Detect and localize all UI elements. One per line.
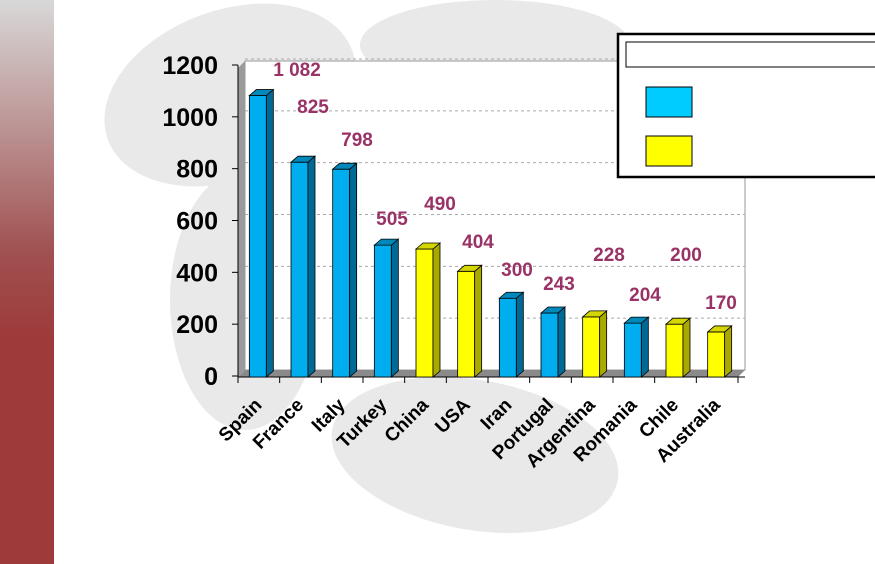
x-category-label: China xyxy=(381,394,433,446)
data-label: 300 xyxy=(501,260,533,281)
data-label: 204 xyxy=(629,285,661,306)
data-label: 798 xyxy=(341,130,373,151)
y-tick-label: 1000 xyxy=(162,104,218,132)
bar-side xyxy=(515,291,524,378)
bar-top xyxy=(248,89,275,96)
data-label: 825 xyxy=(297,97,329,118)
bar-side xyxy=(724,325,733,378)
sidebar-decoration xyxy=(0,0,54,564)
data-label: 1 082 xyxy=(273,60,321,81)
bar-side xyxy=(557,306,566,378)
bar xyxy=(707,331,726,378)
bar-top xyxy=(414,242,442,250)
bar-side xyxy=(474,264,483,378)
y-tick-label: 800 xyxy=(176,156,218,184)
bar-side xyxy=(599,310,608,378)
bar-top xyxy=(664,317,692,325)
data-label: 170 xyxy=(705,293,737,314)
plot-floor xyxy=(238,370,745,377)
legend xyxy=(616,32,875,179)
bar-top xyxy=(539,306,567,314)
legend-swatch xyxy=(645,135,693,167)
bar-side xyxy=(307,155,316,378)
plot-side-wall xyxy=(238,61,245,377)
bar-side xyxy=(349,162,358,378)
data-label: 490 xyxy=(424,194,456,215)
bar-top xyxy=(456,264,483,272)
bar xyxy=(248,95,267,378)
bar xyxy=(332,168,351,378)
x-category-label: USA xyxy=(431,394,474,437)
data-label: 505 xyxy=(376,209,408,230)
data-label: 243 xyxy=(543,274,575,295)
bar-top xyxy=(498,291,525,299)
legend-title-box xyxy=(625,41,875,68)
bar-side xyxy=(682,317,691,378)
bar xyxy=(290,161,309,378)
bar-side xyxy=(432,242,441,378)
bar-top xyxy=(373,238,400,246)
data-label: 404 xyxy=(462,232,494,253)
bar xyxy=(457,270,476,378)
bar-top xyxy=(289,155,317,163)
y-tick-label: 400 xyxy=(176,259,218,287)
bar xyxy=(415,248,434,378)
bar-side xyxy=(390,238,399,378)
y-tick-label: 0 xyxy=(204,363,218,391)
bar-top xyxy=(581,310,608,318)
bar xyxy=(373,244,392,378)
y-tick-label: 600 xyxy=(176,208,218,236)
bar-top xyxy=(623,316,650,324)
bar-side xyxy=(265,88,274,378)
data-label: 200 xyxy=(670,245,702,266)
y-tick-label: 200 xyxy=(176,311,218,339)
bar xyxy=(665,323,684,378)
data-label: 228 xyxy=(593,245,625,266)
bar-side xyxy=(640,316,649,378)
bar xyxy=(540,312,559,378)
bar-top xyxy=(706,325,733,333)
bar-top xyxy=(331,162,358,170)
bar xyxy=(498,297,517,378)
bar xyxy=(582,316,601,378)
y-tick-label: 1200 xyxy=(162,52,218,80)
bar xyxy=(623,322,642,378)
legend-swatch xyxy=(645,86,693,118)
